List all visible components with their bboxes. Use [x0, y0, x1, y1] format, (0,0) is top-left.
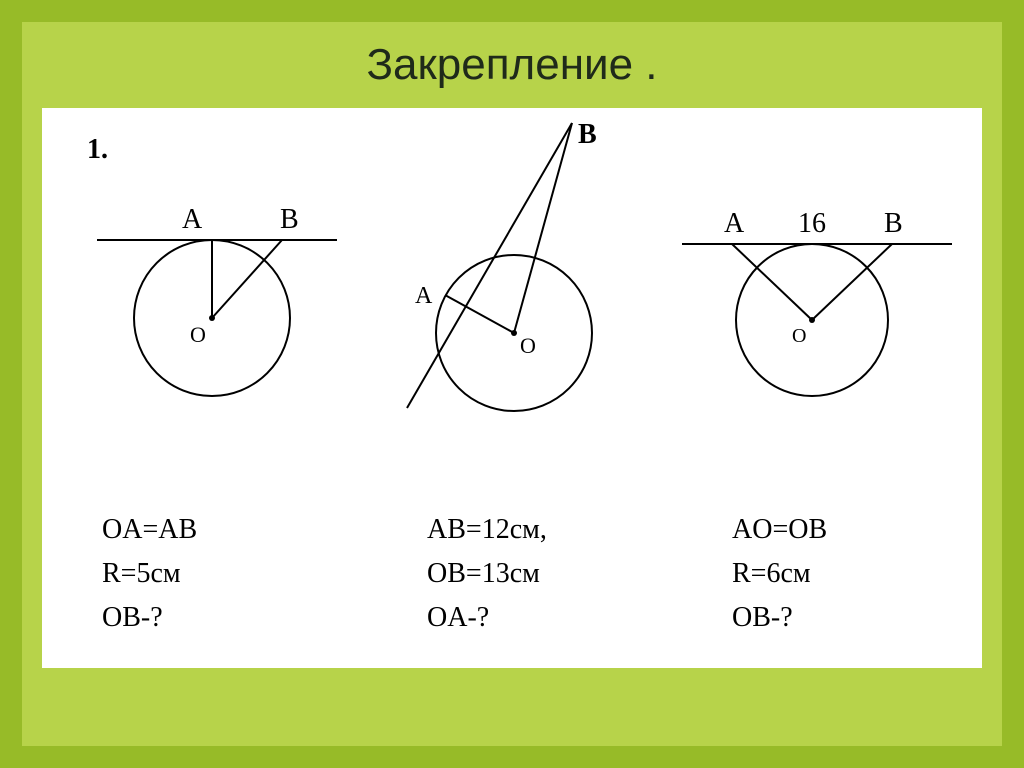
fig3-label-mid: 16 — [798, 208, 826, 239]
condition-col1-line-0: OA=AB — [102, 514, 197, 545]
problem-number: 1. — [87, 134, 108, 165]
condition-col1-line-2: OB-? — [102, 602, 163, 633]
inner-frame: Закрепление . 1. A B O A B O A 16 B O OA=AB R=5см OB-… — [22, 22, 1002, 746]
fig1-label-o: O — [190, 322, 206, 347]
fig2-label-a: A — [415, 283, 433, 309]
condition-col2-line-2: OA-? — [427, 602, 489, 633]
fig2-label-o: O — [520, 333, 536, 358]
condition-col3-line-1: R=6см — [732, 558, 811, 589]
condition-col2-line-1: OB=13см — [427, 558, 540, 589]
fig2-tangent — [407, 123, 572, 408]
diagram-container: 1. A B O A B O A 16 B O OA=AB R=5см OB-? AB=12см, OB=13… — [42, 108, 982, 668]
condition-col3-line-2: OB-? — [732, 602, 793, 633]
fig3-label-b: B — [884, 208, 903, 239]
fig2-label-b: B — [578, 119, 597, 150]
fig1-label-a: A — [182, 204, 203, 235]
condition-col2-line-0: AB=12см, — [427, 514, 547, 545]
slide-title: Закрепление . — [42, 40, 982, 90]
fig1-ob — [212, 240, 282, 318]
condition-col1-line-1: R=5см — [102, 558, 181, 589]
fig3-label-a: A — [724, 208, 745, 239]
fig3-label-o: O — [792, 325, 806, 347]
condition-col3-line-0: AO=OB — [732, 514, 827, 545]
fig2-ob — [514, 123, 572, 333]
fig1-label-b: B — [280, 204, 299, 235]
fig2-oa — [445, 295, 514, 333]
outer-frame: Закрепление . 1. A B O A B O A 16 B O OA=AB R=5см OB-… — [0, 0, 1024, 768]
diagram-svg: 1. A B O A B O A 16 B O OA=AB R=5см OB-? AB=12см, OB=13… — [42, 108, 978, 668]
